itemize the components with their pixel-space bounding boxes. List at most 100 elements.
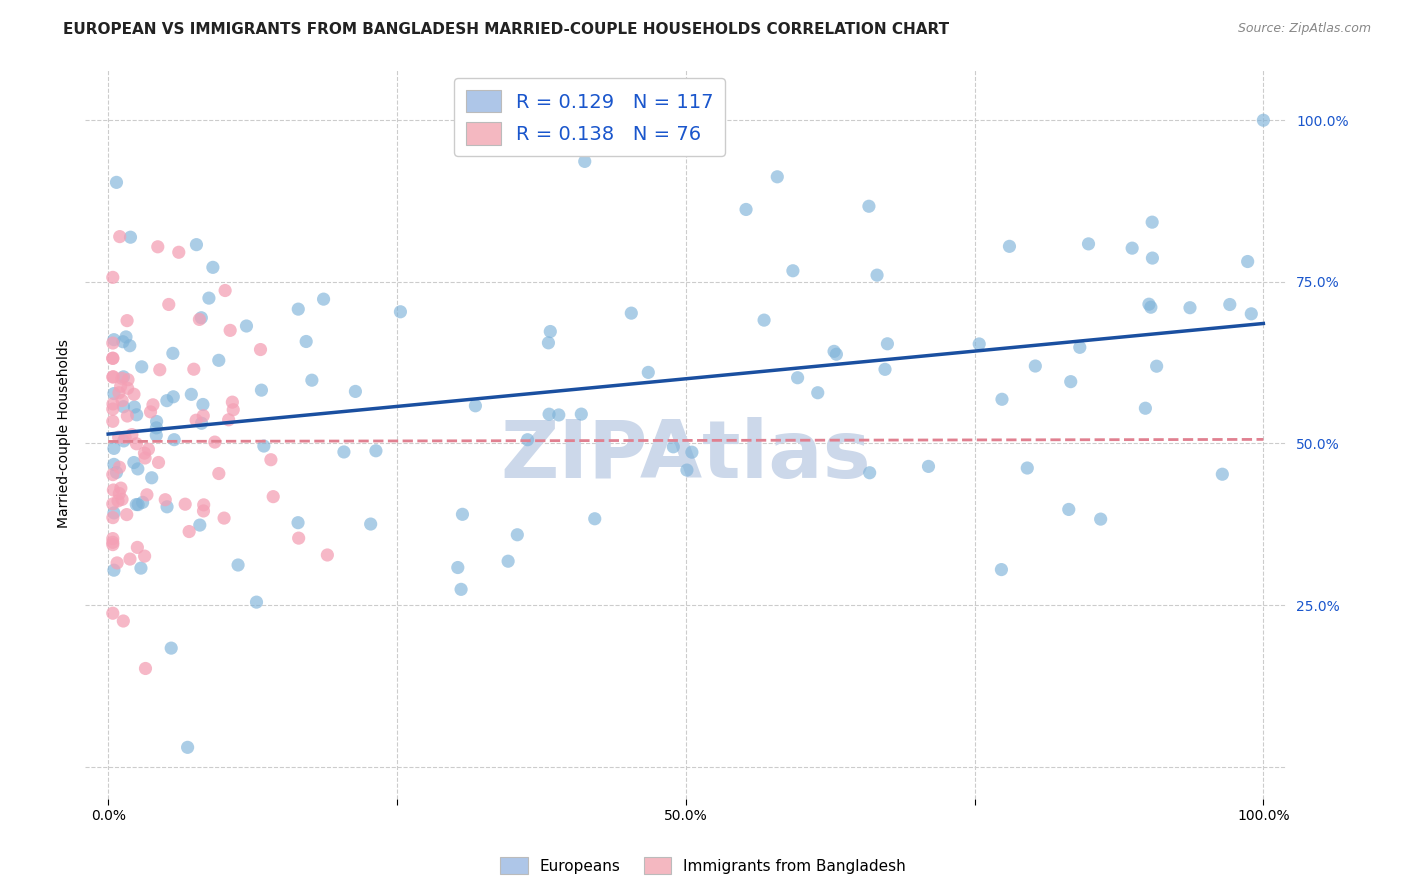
Point bbox=[389, 305, 412, 319]
Point bbox=[101, 532, 124, 546]
Point bbox=[464, 399, 486, 413]
Point bbox=[114, 430, 136, 444]
Point bbox=[115, 313, 138, 327]
Point bbox=[538, 325, 561, 339]
Point bbox=[134, 549, 156, 563]
Point bbox=[155, 492, 177, 507]
Point bbox=[262, 490, 284, 504]
Point bbox=[103, 506, 125, 520]
Point bbox=[157, 297, 180, 311]
Point bbox=[198, 291, 221, 305]
Point bbox=[188, 518, 211, 533]
Point bbox=[180, 387, 202, 401]
Point bbox=[260, 452, 283, 467]
Point bbox=[208, 467, 231, 481]
Point bbox=[146, 240, 169, 254]
Point bbox=[105, 466, 128, 480]
Point bbox=[112, 614, 135, 628]
Point bbox=[111, 334, 134, 349]
Point bbox=[101, 497, 124, 511]
Point bbox=[118, 552, 141, 566]
Point bbox=[112, 434, 135, 448]
Point bbox=[1240, 307, 1263, 321]
Point bbox=[1146, 359, 1168, 374]
Point bbox=[108, 385, 131, 400]
Point bbox=[1142, 251, 1164, 265]
Point bbox=[917, 459, 939, 474]
Point bbox=[212, 511, 235, 525]
Point bbox=[967, 337, 990, 351]
Point bbox=[129, 561, 152, 575]
Point bbox=[145, 415, 167, 429]
Point bbox=[998, 239, 1021, 253]
Point bbox=[127, 541, 149, 555]
Point bbox=[222, 402, 245, 417]
Y-axis label: Married-couple Households: Married-couple Households bbox=[58, 339, 72, 528]
Point bbox=[766, 169, 789, 184]
Point bbox=[101, 535, 124, 549]
Point bbox=[188, 312, 211, 326]
Point bbox=[107, 494, 129, 508]
Point bbox=[111, 371, 134, 385]
Point bbox=[101, 370, 124, 384]
Point bbox=[101, 538, 124, 552]
Point bbox=[101, 351, 124, 366]
Point bbox=[190, 417, 212, 431]
Point bbox=[176, 740, 198, 755]
Point bbox=[1017, 461, 1039, 475]
Point bbox=[101, 336, 124, 351]
Point bbox=[117, 373, 139, 387]
Point bbox=[287, 531, 309, 545]
Point bbox=[1219, 297, 1241, 311]
Point bbox=[101, 397, 124, 411]
Point bbox=[101, 270, 124, 285]
Point bbox=[179, 524, 201, 539]
Point bbox=[569, 407, 592, 421]
Point bbox=[162, 346, 184, 360]
Point bbox=[184, 413, 207, 427]
Point bbox=[103, 369, 125, 384]
Point bbox=[496, 554, 519, 568]
Point bbox=[101, 606, 124, 620]
Point bbox=[360, 517, 382, 532]
Point bbox=[1090, 512, 1112, 526]
Point bbox=[786, 370, 808, 384]
Point bbox=[316, 548, 339, 562]
Point bbox=[103, 442, 125, 456]
Point bbox=[118, 339, 141, 353]
Point bbox=[190, 310, 212, 325]
Point bbox=[108, 229, 131, 244]
Point bbox=[167, 245, 190, 260]
Point bbox=[124, 400, 146, 414]
Point bbox=[108, 486, 131, 500]
Point bbox=[1236, 254, 1258, 268]
Point bbox=[538, 407, 561, 421]
Point bbox=[681, 445, 703, 459]
Point bbox=[162, 390, 184, 404]
Point bbox=[122, 456, 145, 470]
Point bbox=[1057, 502, 1080, 516]
Point bbox=[214, 284, 236, 298]
Point bbox=[1140, 300, 1163, 314]
Point bbox=[193, 409, 215, 423]
Point bbox=[186, 237, 208, 252]
Point bbox=[752, 313, 775, 327]
Text: Source: ZipAtlas.com: Source: ZipAtlas.com bbox=[1237, 22, 1371, 36]
Point bbox=[105, 556, 128, 570]
Point bbox=[1060, 375, 1083, 389]
Point bbox=[219, 323, 242, 337]
Point bbox=[218, 413, 240, 427]
Point bbox=[876, 336, 898, 351]
Point bbox=[160, 641, 183, 656]
Point bbox=[873, 362, 896, 376]
Point bbox=[662, 440, 685, 454]
Point bbox=[131, 359, 153, 374]
Point bbox=[250, 383, 273, 397]
Point bbox=[620, 306, 643, 320]
Point bbox=[990, 563, 1012, 577]
Text: ZIPAtlas: ZIPAtlas bbox=[501, 417, 872, 495]
Point bbox=[117, 381, 139, 395]
Point bbox=[163, 433, 186, 447]
Point bbox=[108, 460, 131, 475]
Point bbox=[115, 330, 138, 344]
